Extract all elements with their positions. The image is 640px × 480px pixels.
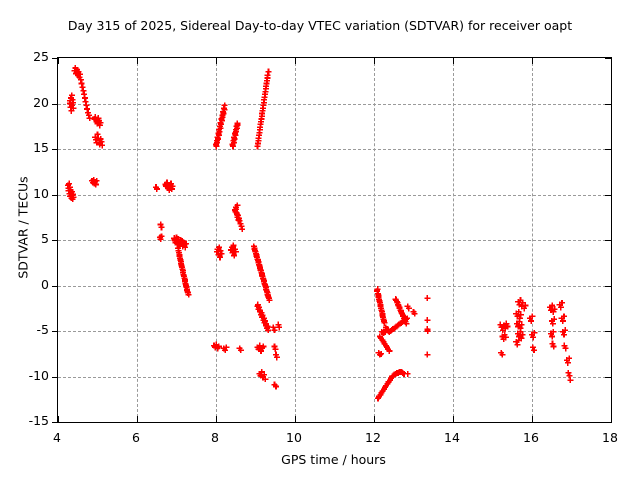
gridline-horizontal: [58, 376, 611, 378]
x-tick-label: 4: [53, 430, 61, 445]
gridline-horizontal: [58, 103, 611, 105]
y-tick-mark: [52, 331, 58, 332]
data-layer: [58, 58, 611, 422]
y-tick-mark: [52, 376, 58, 378]
gridline-horizontal: [58, 240, 611, 241]
y-tick-label: 0: [41, 276, 49, 292]
x-tick-mark: [216, 416, 217, 422]
gridline-vertical: [453, 58, 454, 422]
y-tick-mark-right: [605, 194, 611, 196]
x-tick-label: 6: [132, 430, 140, 445]
x-tick-mark-top: [216, 58, 217, 64]
x-tick-mark: [611, 416, 612, 422]
grid-layer: [58, 58, 611, 422]
y-tick-mark-right: [605, 285, 611, 287]
y-tick-mark: [52, 285, 58, 287]
gridline-horizontal: [58, 285, 611, 287]
y-tick-mark: [52, 58, 58, 59]
y-tick-label: 20: [33, 94, 49, 110]
scatter-markers: [64, 65, 574, 402]
gridline-horizontal: [58, 149, 611, 150]
y-tick-label: 10: [33, 185, 49, 201]
x-tick-mark-top: [137, 58, 138, 64]
chart-title: Day 315 of 2025, Sidereal Day-to-day VTE…: [67, 18, 573, 33]
gridline-vertical: [216, 58, 217, 422]
gridline-vertical: [295, 58, 296, 422]
x-tick-mark-top: [611, 58, 612, 64]
y-tick-label: -5: [36, 322, 49, 337]
y-tick-mark-right: [605, 240, 611, 241]
y-tick-mark-right: [605, 422, 611, 423]
y-tick-label: 5: [41, 231, 49, 246]
x-tick-label: 12: [365, 430, 381, 445]
gridline-horizontal: [58, 331, 611, 332]
y-tick-mark-right: [605, 103, 611, 105]
y-tick-mark-right: [605, 58, 611, 59]
y-tick-mark: [52, 422, 58, 423]
x-tick-label: 18: [602, 430, 618, 445]
y-tick-mark: [52, 240, 58, 241]
x-axis-label: GPS time / hours: [281, 452, 386, 467]
x-tick-mark: [453, 416, 454, 422]
y-tick-label: 25: [33, 49, 49, 64]
x-tick-label: 14: [444, 430, 460, 445]
gridline-vertical: [374, 58, 375, 422]
x-tick-mark: [295, 416, 296, 422]
y-tick-mark-right: [605, 376, 611, 378]
plot-area: [52, 57, 612, 423]
y-tick-mark: [52, 103, 58, 105]
series-markers: [64, 65, 574, 402]
y-tick-mark-right: [605, 331, 611, 332]
x-tick-label: 8: [211, 430, 219, 445]
x-tick-mark-top: [58, 58, 59, 64]
y-tick-mark: [52, 149, 58, 150]
gridline-horizontal: [58, 194, 611, 196]
x-tick-mark-top: [295, 58, 296, 64]
y-tick-mark: [52, 194, 58, 196]
x-tick-mark: [532, 416, 533, 422]
x-tick-label: 16: [523, 430, 539, 445]
x-tick-mark: [58, 416, 59, 422]
x-tick-mark: [374, 416, 375, 422]
x-tick-label: 10: [286, 430, 302, 445]
gridline-vertical: [137, 58, 138, 422]
y-tick-label: -15: [28, 413, 49, 428]
x-tick-mark-top: [532, 58, 533, 64]
x-tick-mark-top: [453, 58, 454, 64]
y-axis-label: SDTVAR / TECUs: [15, 176, 31, 279]
x-tick-mark-top: [374, 58, 375, 64]
y-tick-label: -10: [28, 367, 49, 383]
y-tick-label: 15: [33, 140, 49, 155]
y-tick-mark-right: [605, 149, 611, 150]
x-tick-mark: [137, 416, 138, 422]
gridline-vertical: [532, 58, 533, 422]
